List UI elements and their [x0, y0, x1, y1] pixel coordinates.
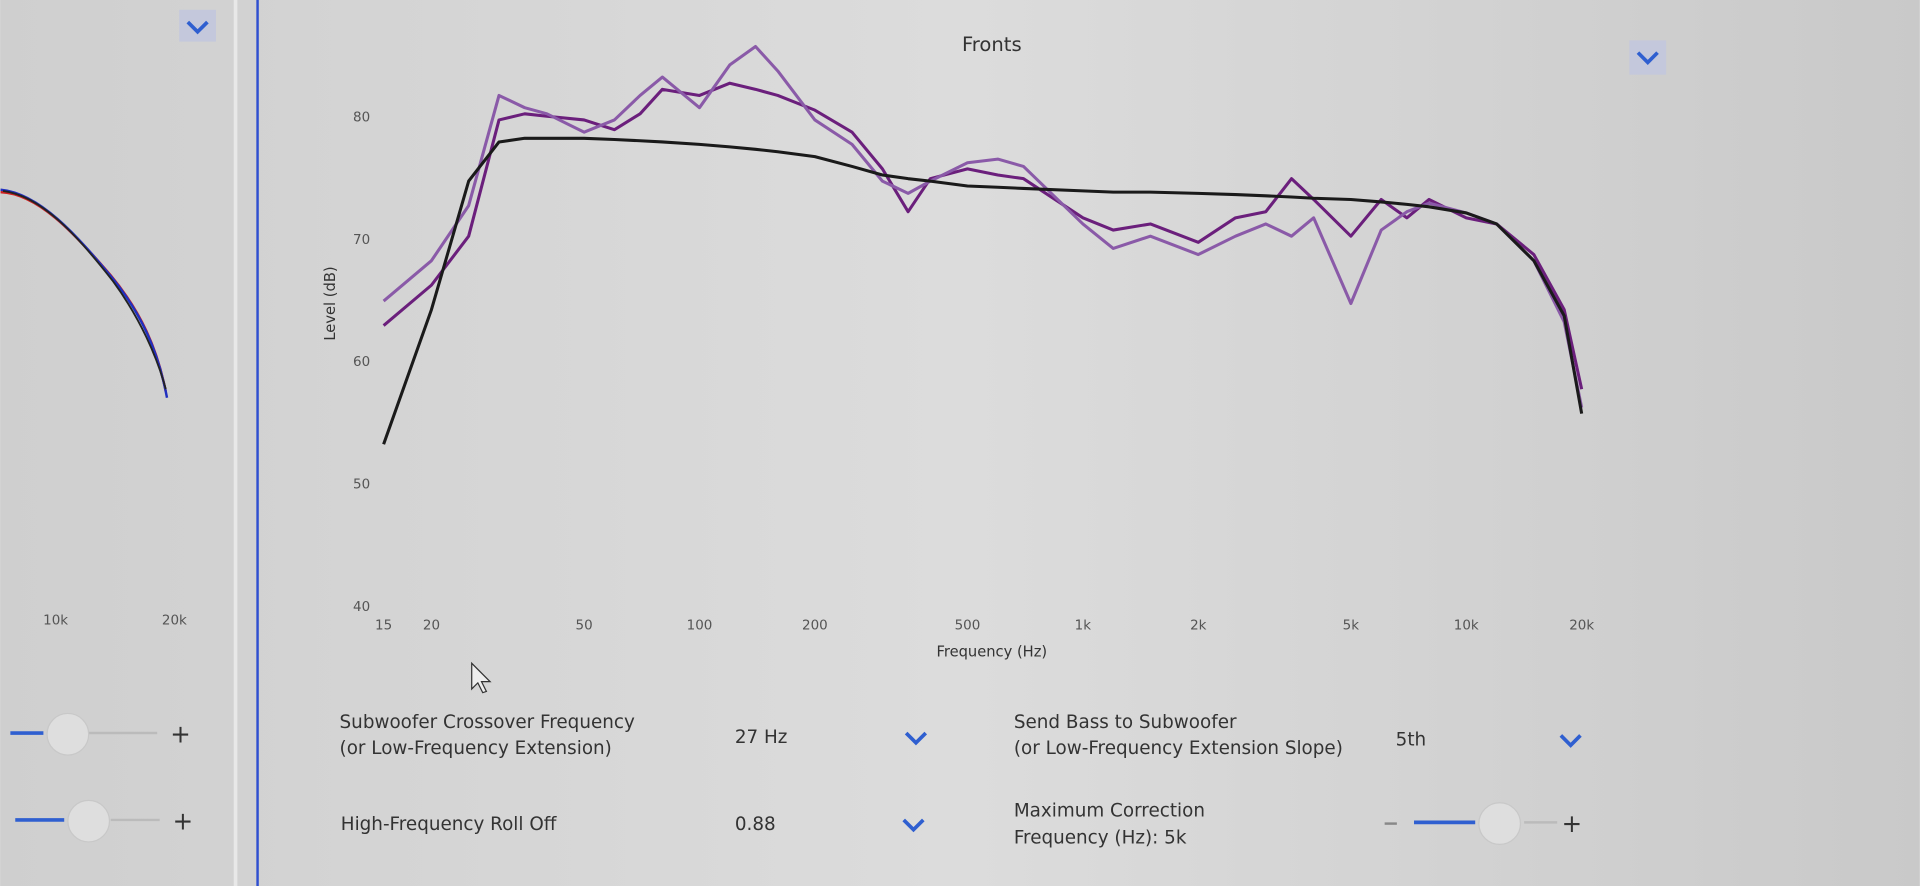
control-label: Maximum Correction [1014, 800, 1205, 821]
x-tick-label: 2k [1190, 618, 1207, 633]
slider[interactable]: + [1384, 802, 1583, 846]
line-series [382, 136, 1584, 445]
svg-text:+: + [1562, 809, 1583, 838]
control-value[interactable]: 27 Hz [735, 727, 788, 748]
dropdown-button[interactable] [1629, 40, 1667, 75]
control-label: Frequency (Hz): 5k [1014, 827, 1187, 848]
line-series [382, 44, 1584, 408]
left-curve [2, 189, 167, 390]
control-label: (or Low-Frequency Extension) [340, 738, 612, 759]
mouse-cursor [471, 661, 492, 694]
control-label: Subwoofer Crossover Frequency [340, 712, 635, 733]
x-tick-label: 5k [1343, 618, 1360, 633]
slider[interactable]: + [15, 799, 194, 843]
line-series [382, 81, 1584, 390]
x-tick-label: 10k [43, 613, 68, 628]
y-tick-label: 40 [353, 600, 370, 615]
x-tick-label: 1k [1075, 618, 1092, 633]
chart-title: Fronts [962, 33, 1022, 56]
x-tick-label: 20k [1569, 618, 1594, 633]
x-axis-label: Frequency (Hz) [936, 643, 1047, 660]
slider[interactable]: + [10, 712, 191, 756]
control-value[interactable]: 0.88 [735, 814, 776, 835]
x-tick-label: 100 [687, 618, 713, 633]
control-label: Send Bass to Subwoofer [1014, 712, 1237, 733]
dropdown-chevron[interactable] [902, 818, 925, 833]
control-value[interactable]: 5th [1396, 729, 1427, 750]
chevron [186, 20, 209, 35]
svg-text:+: + [170, 719, 191, 748]
x-tick-label: 10k [1454, 618, 1479, 633]
x-tick-label: 50 [576, 618, 593, 633]
chevron [1636, 51, 1659, 66]
control-label: (or Low-Frequency Extension Slope) [1014, 738, 1343, 759]
y-tick-label: 80 [353, 110, 370, 125]
y-tick-label: 50 [353, 478, 370, 493]
dropdown-chevron[interactable] [904, 731, 928, 746]
control-label: High-Frequency Roll Off [341, 814, 557, 835]
dropdown-button[interactable] [179, 9, 216, 42]
x-tick-label: 500 [955, 618, 981, 633]
x-tick-label: 20k [162, 613, 187, 628]
x-tick-label: 20 [423, 618, 440, 633]
dropdown-chevron[interactable] [1559, 734, 1582, 748]
svg-text:+: + [173, 806, 194, 835]
plot: 40 50 60 70 80 15 20 50 100 200 500 1k 2k 5k 10k 20k [353, 44, 1594, 633]
y-tick-label: 70 [353, 233, 370, 248]
x-tick-label: 15 [375, 618, 392, 633]
x-tick-label: 200 [802, 618, 828, 633]
y-tick-label: 60 [353, 355, 370, 370]
y-axis-label: Level (dB) [322, 266, 339, 340]
